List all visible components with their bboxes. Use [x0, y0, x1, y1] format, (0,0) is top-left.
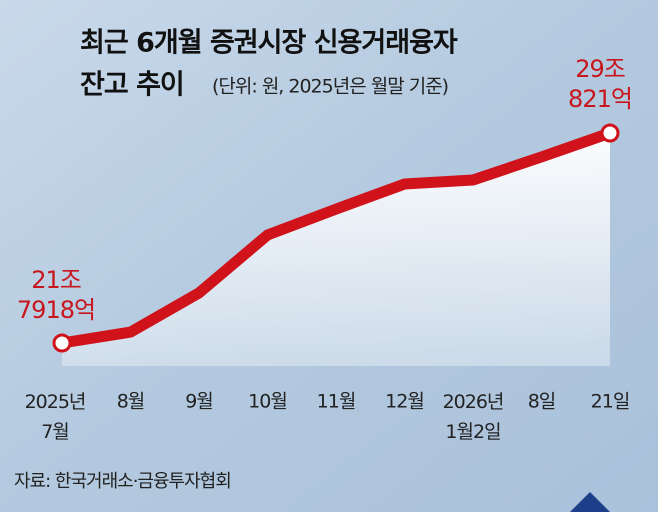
x-tick-label: 11월: [317, 391, 356, 413]
line: [61, 127, 612, 349]
marker: [52, 333, 72, 353]
x-tick-label: 2025년 7월: [25, 391, 86, 443]
marker: [600, 123, 620, 143]
x-tick-label: 8월: [117, 391, 145, 413]
chart-title: 잔고 추이: [80, 70, 184, 101]
chart-title: 최근 6개월 증권시장 신용거래융자: [80, 28, 458, 59]
area: [62, 133, 610, 366]
x-tick-label: 2026년 1월2일: [443, 391, 504, 443]
x-tick-label: 10월: [248, 391, 287, 413]
chart-subtitle: (단위: 원, 2025년은 월말 기준): [212, 76, 448, 98]
decoration: [570, 492, 610, 512]
value-label: 21조 7918억: [17, 266, 95, 324]
x-tick-label: 21일: [591, 391, 630, 413]
value-label: 29조 821억: [568, 55, 632, 113]
x-tick-label: 8일: [528, 391, 556, 413]
x-tick-label: 12월: [385, 391, 424, 413]
x-tick-label: 9월: [185, 391, 213, 413]
source: 자료: 한국거래소·금융투자협회: [14, 471, 231, 492]
